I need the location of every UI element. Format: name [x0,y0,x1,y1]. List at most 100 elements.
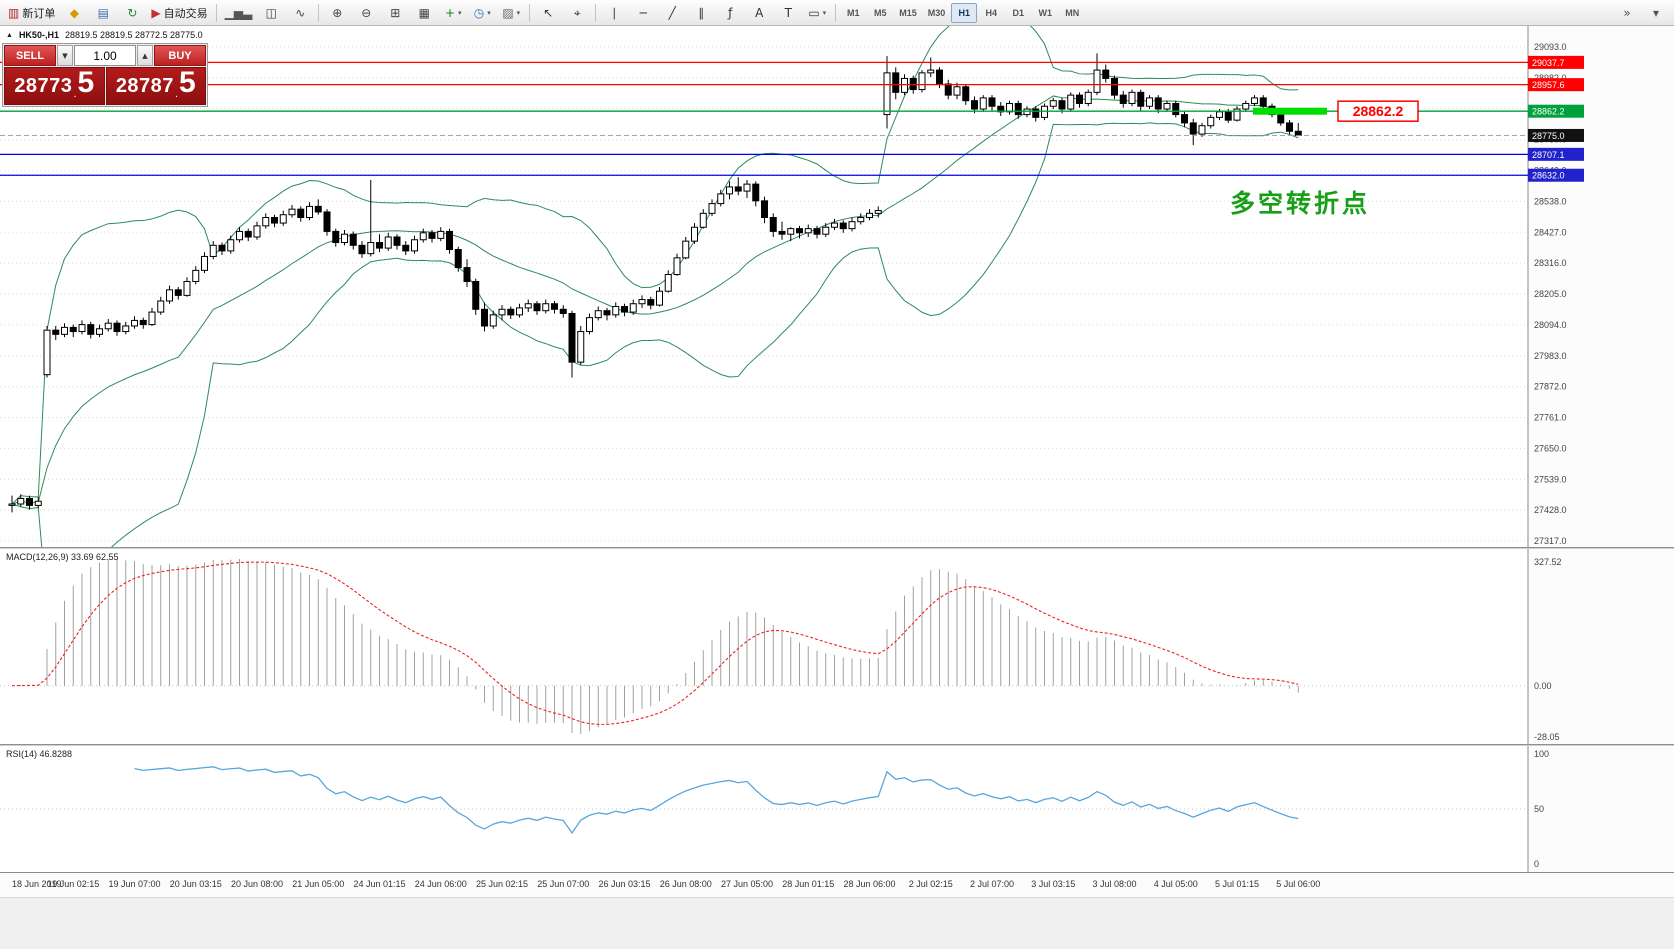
candlestick-series [8,53,1302,513]
bollinger-lower-band [11,122,1299,547]
zoom-out-button[interactable]: ⊖ [352,2,380,24]
time-axis-label: 20 Jun 08:00 [230,879,284,889]
toolbar-options-icon: ▾ [1652,5,1660,20]
cursor-button[interactable]: ↖ [534,2,562,24]
timeframe-m1-button[interactable]: M1 [847,7,860,18]
timeframe-h4-button[interactable]: H4 [985,7,998,18]
price-callout-text: 28862.2 [1353,103,1404,119]
fibonacci-button[interactable]: ƒ [716,2,744,24]
periods-button[interactable]: ◷ ▾ [468,2,496,24]
macd-canvas[interactable]: 327.52 0.00 -28.05 [0,549,1674,744]
toolbar: ▥ 新订单 ◆ ▤ ↻ ▶ 自动交易 ▁▅▃ ◫ ∿ ⊕ ⊖ ⊞ ▦ + ▾ ◷ ▾ ▨ ▾ ↖ ⌖ ∣ ─ ╱ ∥ ƒ A T ▭ ▾ M1… [0,0,1674,26]
horizontal-line-icon: ─ [639,5,647,20]
shapes-button[interactable]: ▭ ▾ [803,2,831,24]
crosshair-icon: ⌖ [573,5,581,20]
volume-input[interactable] [74,45,136,66]
timeframe-m5-button[interactable]: M5 [874,7,887,18]
channel-button[interactable]: ∥ [687,2,715,24]
price-tag [1528,128,1584,142]
timeframe-d1-button[interactable]: D1 [1012,7,1025,18]
macd-signal-line [11,561,1299,725]
chart-line-icon: ∿ [295,5,306,20]
one-click-trading-panel: SELL ▼ ▲ BUY 28773 . 5 28787 . 5 [2,43,208,107]
chart-bars-button[interactable]: ▁▅▃ [221,2,257,24]
label-button[interactable]: T [774,2,802,24]
time-axis-label: 27 Jun 05:00 [720,879,774,889]
horizontal-line-button[interactable]: ─ [629,2,657,24]
chart-ohlc-values: 28819.5 28819.5 28772.5 28775.0 [64,30,203,40]
sell-price-box[interactable]: 28773 . 5 [4,67,105,105]
time-axis-label: 26 Jun 03:15 [598,879,651,889]
toolbar-separator [215,3,217,22]
time-axis-label: 3 Jul 08:00 [1092,879,1137,889]
text-icon: A [755,5,764,20]
volume-increase-button[interactable]: ▲ [137,45,153,66]
zoom-in-button[interactable]: ⊕ [323,2,351,24]
indicators-button[interactable]: + ▾ [439,2,467,24]
rsi-canvas[interactable]: 100 50 0 [0,746,1674,872]
buy-price-box[interactable]: 28787 . 5 [105,67,206,105]
svg-text:327.52: 327.52 [1534,557,1562,567]
svg-text:28205.0: 28205.0 [1534,289,1567,299]
volume-decrease-button[interactable]: ▼ [57,45,73,66]
data-window-button[interactable]: ▤ [89,2,117,24]
svg-text:0: 0 [1534,859,1539,869]
chart-collapse-icon[interactable]: ▲ [6,31,13,39]
time-axis-label: 5 Jul 06:00 [1276,879,1321,889]
window-footer [0,897,1674,949]
chart-symbol-label: HK50-,H1 [18,30,59,40]
svg-text:27539.0: 27539.0 [1534,474,1567,484]
auto-arrange-button[interactable]: ▦ [410,2,438,24]
sell-button[interactable]: SELL [4,45,56,66]
main-chart-canvas[interactable]: 29093.028982.028871.028760.028649.028538… [0,26,1674,547]
crosshair-button[interactable]: ⌖ [563,2,591,24]
rsi-pane[interactable]: 100 50 0 [0,746,1674,872]
new-order-button[interactable]: ▥ 新订单 [4,2,59,24]
navigator-button[interactable]: ↻ [118,2,146,24]
timeframe-h1-button[interactable]: H1 [951,2,978,23]
svg-text:28982.0: 28982.0 [1534,73,1567,83]
macd-indicator-label: MACD(12,26,9) 33.69 62.55 [6,552,119,562]
svg-text:28427.0: 28427.0 [1534,227,1567,237]
time-axis-label: 26 Jun 08:00 [659,879,712,889]
svg-text:100: 100 [1534,749,1549,759]
timeframe-m30-button[interactable]: M30 [927,7,946,18]
price-callout-box[interactable] [1337,100,1419,122]
vertical-line-button[interactable]: ∣ [600,2,628,24]
buy-button[interactable]: BUY [154,45,206,66]
toolbar-separator [318,3,320,22]
price-tag [1528,147,1584,161]
timeframe-w1-button[interactable]: W1 [1038,7,1053,18]
macd-pane[interactable]: 327.52 0.00 -28.05 [0,549,1674,744]
autotrading-button[interactable]: ▶ 自动交易 [147,2,211,24]
market-watch-button[interactable]: ◆ [60,2,88,24]
svg-text:27317.0: 27317.0 [1534,536,1567,546]
chart-line-button[interactable]: ∿ [286,2,314,24]
more-tools-button[interactable]: » [1613,2,1641,24]
pane-divider[interactable] [0,744,1674,746]
tile-windows-button[interactable]: ⊞ [381,2,409,24]
price-tag [1528,104,1584,118]
svg-text:28632.0: 28632.0 [1532,171,1565,181]
toolbar-options-button[interactable]: ▾ [1642,2,1670,24]
toolbar-separator [835,3,837,22]
pane-divider[interactable] [0,547,1674,549]
timeframe-mn-button[interactable]: MN [1065,7,1080,18]
time-axis-label: 2 Jul 02:15 [908,879,953,889]
svg-text:27650.0: 27650.0 [1534,443,1567,453]
highlight-segment[interactable] [1253,107,1327,115]
templates-button[interactable]: ▨ ▾ [497,2,525,24]
svg-text:27428.0: 27428.0 [1534,505,1567,515]
autotrading-icon: ▶ [151,5,161,20]
trendline-button[interactable]: ╱ [658,2,686,24]
chart-candles-button[interactable]: ◫ [257,2,285,24]
text-button[interactable]: A [745,2,773,24]
time-axis[interactable]: 18 Jun 2019 19 Jun 02:15 19 Jun 07:00 20 Ju… [0,872,1674,897]
toolbar-separator [529,3,531,22]
sell-price-pip: 5 [77,66,95,99]
svg-text:-28.05: -28.05 [1534,732,1560,742]
main-chart-pane[interactable]: 29093.028982.028871.028760.028649.028538… [0,26,1674,547]
svg-text:28957.6: 28957.6 [1532,80,1565,90]
time-axis-label: 28 Jun 06:00 [843,879,896,889]
timeframe-m15-button[interactable]: M15 [899,7,917,18]
